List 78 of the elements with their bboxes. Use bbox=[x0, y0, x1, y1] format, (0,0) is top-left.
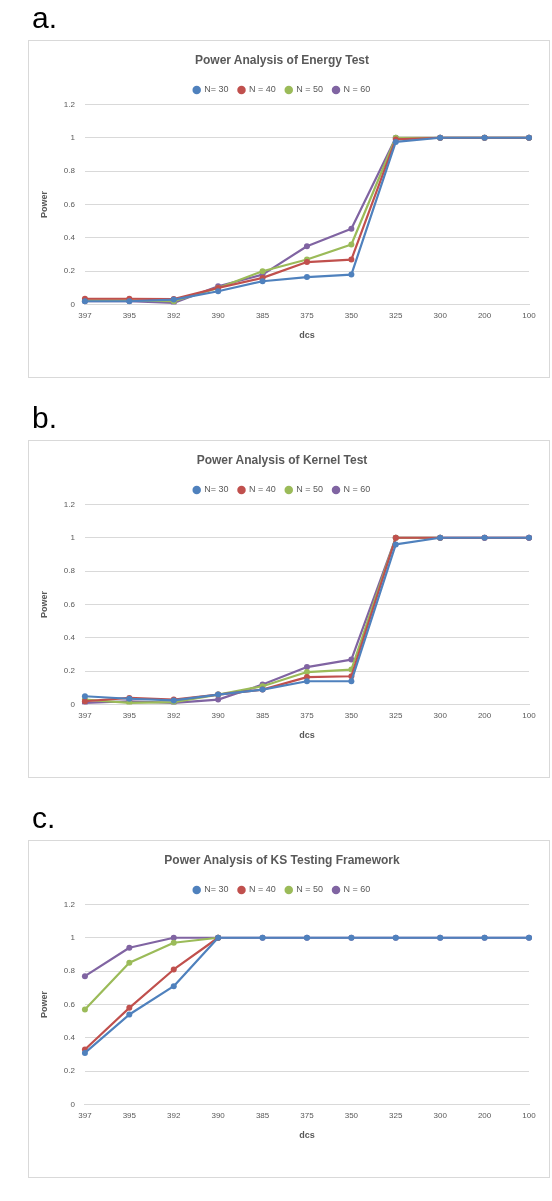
y-tick-label: 0 bbox=[70, 699, 76, 709]
y-tick-label: 0 bbox=[70, 1099, 76, 1109]
x-tick-label: 100 bbox=[522, 710, 537, 720]
x-tick-label: 385 bbox=[255, 1110, 270, 1120]
x-tick-label: 390 bbox=[211, 310, 226, 320]
y-tick-label: 0.8 bbox=[63, 566, 76, 576]
x-tick-label: 350 bbox=[344, 310, 359, 320]
legend-label: N = 40 bbox=[248, 484, 276, 495]
y-tick-label: 0.6 bbox=[63, 599, 76, 609]
x-tick-label: 397 bbox=[78, 710, 93, 720]
y-axis-title: Power bbox=[38, 190, 49, 219]
x-tick-label: 350 bbox=[344, 1110, 359, 1120]
x-tick-label: 390 bbox=[211, 1110, 226, 1120]
x-tick-label: 375 bbox=[300, 710, 315, 720]
legend-label: N = 60 bbox=[343, 884, 371, 895]
legend-label: N = 50 bbox=[296, 84, 324, 95]
y-tick-label: 0.2 bbox=[63, 266, 76, 276]
legend-label: N = 50 bbox=[296, 884, 324, 895]
x-tick-label: 390 bbox=[211, 710, 226, 720]
legend-label: N = 40 bbox=[248, 884, 276, 895]
x-tick-label: 397 bbox=[78, 1110, 93, 1120]
y-tick-label: 1.2 bbox=[63, 499, 76, 509]
x-tick-label: 392 bbox=[167, 1110, 181, 1120]
x-tick-label: 395 bbox=[122, 1110, 137, 1120]
y-tick-label: 1 bbox=[70, 932, 76, 942]
x-axis-title: dcs bbox=[299, 1130, 315, 1141]
legend-label: N = 40 bbox=[248, 84, 276, 95]
y-tick-label: 1 bbox=[70, 132, 76, 142]
x-axis-title: dcs bbox=[299, 730, 315, 741]
y-tick-label: 0 bbox=[70, 299, 76, 309]
x-tick-label: 325 bbox=[389, 1110, 403, 1120]
y-axis-title: Power bbox=[38, 990, 49, 1019]
y-tick-label: 0.6 bbox=[63, 999, 76, 1009]
x-tick-label: 385 bbox=[255, 310, 270, 320]
y-tick-label: 0.8 bbox=[63, 966, 76, 976]
chart-title: Power Analysis of Energy Test bbox=[194, 52, 370, 67]
text: b. bbox=[32, 400, 58, 436]
y-tick-label: 0.2 bbox=[63, 666, 76, 676]
x-tick-label: 325 bbox=[389, 710, 403, 720]
x-tick-label: 392 bbox=[167, 310, 181, 320]
legend-label: N = 60 bbox=[343, 84, 371, 95]
y-tick-label: 0.2 bbox=[63, 1066, 76, 1076]
text: c. bbox=[32, 800, 56, 836]
x-tick-label: 350 bbox=[344, 710, 359, 720]
y-tick-label: 1.2 bbox=[63, 99, 76, 109]
x-tick-label: 300 bbox=[433, 310, 448, 320]
chart-title: Power Analysis of Kernel Test bbox=[196, 452, 368, 467]
y-tick-label: 0.6 bbox=[63, 199, 76, 209]
x-tick-label: 375 bbox=[300, 310, 315, 320]
y-tick-label: 0.8 bbox=[63, 166, 76, 176]
y-tick-label: 0.4 bbox=[63, 233, 76, 243]
x-tick-label: 200 bbox=[477, 710, 492, 720]
legend-label: N = 60 bbox=[343, 484, 371, 495]
x-tick-label: 200 bbox=[477, 310, 492, 320]
x-tick-label: 200 bbox=[477, 1110, 492, 1120]
x-tick-label: 100 bbox=[522, 1110, 537, 1120]
x-tick-label: 395 bbox=[122, 310, 137, 320]
legend-label: N= 30 bbox=[204, 84, 229, 95]
x-tick-label: 375 bbox=[300, 1110, 315, 1120]
x-tick-label: 100 bbox=[522, 310, 537, 320]
y-tick-label: 0.4 bbox=[63, 1033, 76, 1043]
y-tick-label: 1.2 bbox=[63, 899, 76, 909]
x-tick-label: 385 bbox=[255, 710, 270, 720]
legend-label: N= 30 bbox=[204, 484, 229, 495]
y-axis-title: Power bbox=[38, 590, 49, 619]
x-tick-label: 392 bbox=[167, 710, 181, 720]
x-tick-label: 300 bbox=[433, 1110, 448, 1120]
y-tick-label: 1 bbox=[70, 532, 76, 542]
x-tick-label: 397 bbox=[78, 310, 93, 320]
text: a. bbox=[32, 0, 58, 36]
legend-label: N = 50 bbox=[296, 484, 324, 495]
x-tick-label: 325 bbox=[389, 310, 403, 320]
chart-title: Power Analysis of KS Testing Framework bbox=[164, 852, 401, 867]
y-tick-label: 0.4 bbox=[63, 633, 76, 643]
x-tick-label: 300 bbox=[433, 710, 448, 720]
x-tick-label: 395 bbox=[122, 710, 137, 720]
legend-label: N= 30 bbox=[204, 884, 229, 895]
x-axis-title: dcs bbox=[299, 330, 315, 341]
